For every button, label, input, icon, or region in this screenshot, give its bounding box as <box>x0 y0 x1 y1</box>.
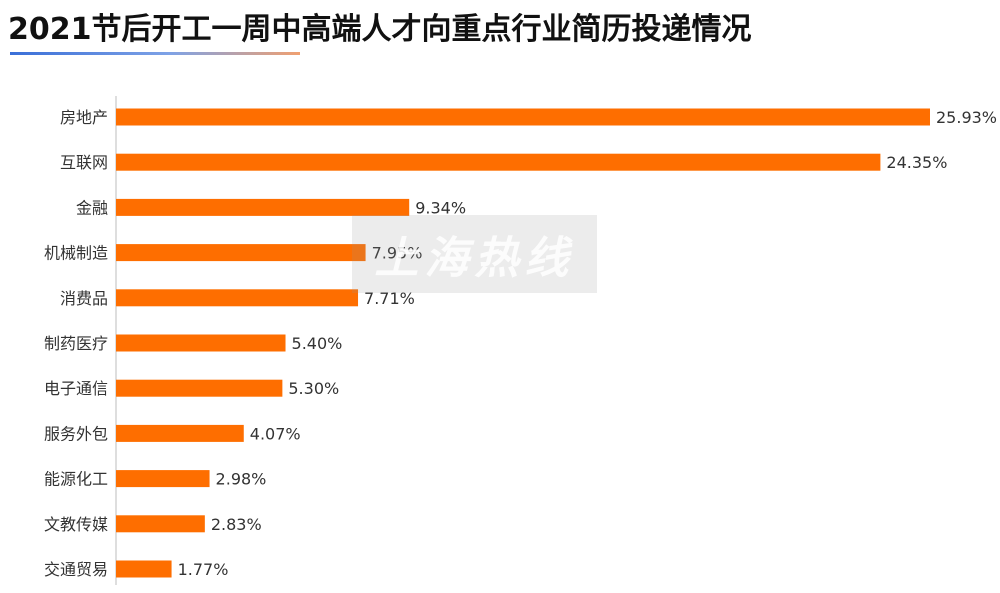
value-label: 5.40% <box>292 334 343 353</box>
bars-group: 房地产 25.93% 互联网 24.35% 金融 9.34% 机械制造 7.95% 消费品 7.7… <box>44 108 997 579</box>
bar <box>116 153 881 171</box>
bar <box>116 334 286 352</box>
bar <box>116 470 210 488</box>
watermark-logo: 上海热线 <box>352 215 597 293</box>
bar <box>116 424 244 442</box>
watermark-text: 上海热线 <box>374 233 575 284</box>
bar <box>116 379 283 397</box>
category-label: 制药医疗 <box>44 334 108 353</box>
value-label: 5.30% <box>288 379 339 398</box>
value-label: 1.77% <box>178 560 229 579</box>
value-label: 7.95% <box>372 244 423 263</box>
value-label: 7.71% <box>364 289 415 308</box>
chart-title: 2021节后开工一周中高端人才向重点行业简历投递情况 <box>8 12 752 47</box>
title-underline <box>10 52 300 55</box>
category-label: 文教传媒 <box>44 515 108 534</box>
value-label: 24.35% <box>886 153 947 172</box>
bar <box>116 198 410 216</box>
bar <box>116 515 205 533</box>
category-label: 金融 <box>76 198 108 217</box>
category-label: 服务外包 <box>44 424 108 443</box>
category-label: 房地产 <box>60 108 108 127</box>
category-label: 电子通信 <box>44 379 108 398</box>
value-label: 9.34% <box>415 198 466 217</box>
category-label: 机械制造 <box>44 244 108 263</box>
bar <box>116 560 172 578</box>
bar <box>116 244 366 262</box>
category-label: 消费品 <box>60 289 108 308</box>
category-label: 能源化工 <box>44 470 108 489</box>
bar <box>116 108 930 126</box>
value-label: 2.83% <box>211 515 262 534</box>
value-label: 2.98% <box>216 470 267 489</box>
value-label: 25.93% <box>936 108 997 127</box>
bar <box>116 289 359 307</box>
category-label: 互联网 <box>60 153 108 172</box>
value-label: 4.07% <box>250 424 301 443</box>
category-label: 交通贸易 <box>44 560 108 579</box>
